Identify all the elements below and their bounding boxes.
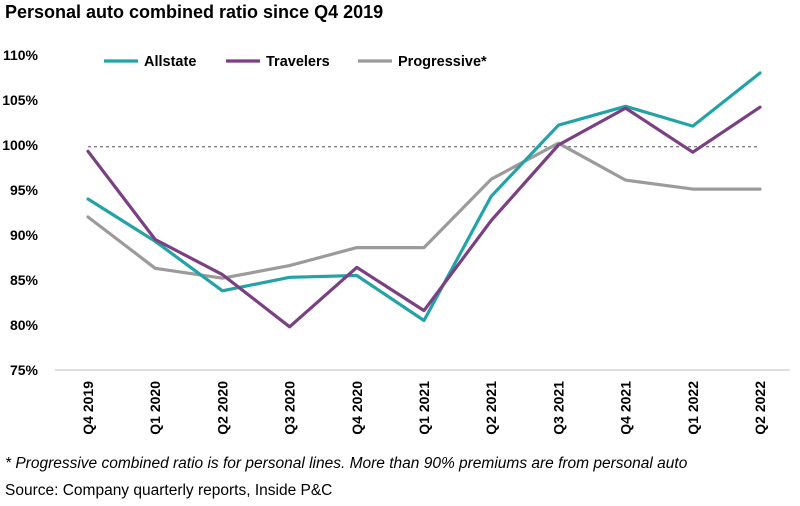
x-tick-label: Q1 2020 xyxy=(147,381,163,435)
series-line-allstate xyxy=(86,71,762,323)
series-line-travelers xyxy=(86,105,762,329)
y-tick-label: 75% xyxy=(10,362,39,378)
x-tick-label: Q4 2020 xyxy=(349,381,365,435)
legend-label-allstate: Allstate xyxy=(144,54,196,70)
y-tick-label: 110% xyxy=(3,47,39,63)
y-tick-label: 80% xyxy=(10,317,39,333)
source-note: Source: Company quarterly reports, Insid… xyxy=(5,482,333,499)
x-tick-label: Q2 2020 xyxy=(214,381,230,435)
x-tick-label: Q2 2021 xyxy=(483,381,499,435)
x-tick-label: Q4 2019 xyxy=(80,381,96,435)
legend: Allstate Travelers Progressive* xyxy=(104,54,487,70)
series-group xyxy=(86,71,762,329)
x-tick-label: Q1 2021 xyxy=(416,381,432,435)
y-tick-label: 90% xyxy=(10,227,39,243)
y-tick-label: 95% xyxy=(10,182,39,198)
legend-label-travelers: Travelers xyxy=(266,54,330,70)
x-tick-label: Q2 2022 xyxy=(752,381,768,435)
x-tick-label: Q3 2021 xyxy=(550,381,566,435)
x-tick-label: Q1 2022 xyxy=(685,381,701,435)
legend-label-progressive: Progressive* xyxy=(398,54,487,70)
x-tick-label: Q4 2021 xyxy=(618,381,634,435)
y-tick-label: 105% xyxy=(2,92,38,108)
x-tick-label: Q3 2020 xyxy=(282,381,298,435)
footnote: * Progressive combined ratio is for pers… xyxy=(5,455,688,472)
axes: 75% 80% 85% 90% 95% 100% 105% 110% Q4 2019 Q1 202… xyxy=(2,47,790,435)
y-tick-label: 100% xyxy=(2,137,38,153)
y-tick-label: 85% xyxy=(10,272,39,288)
chart-title: Personal auto combined ratio since Q4 20… xyxy=(5,2,384,22)
